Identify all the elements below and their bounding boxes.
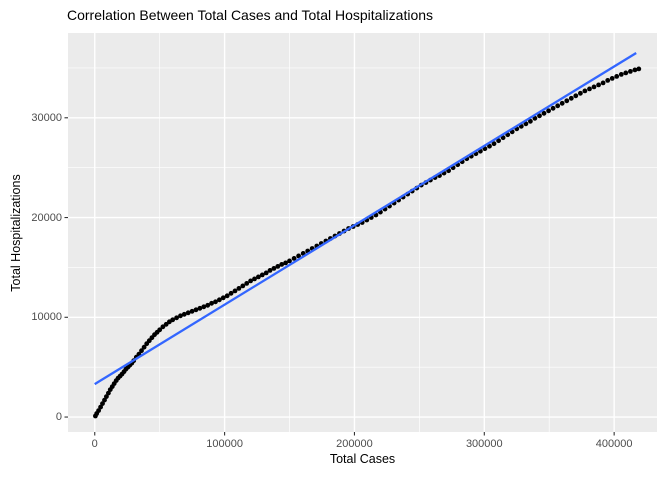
data-point <box>139 348 144 354</box>
data-point <box>236 286 242 291</box>
data-point <box>201 304 207 310</box>
chart-title: Correlation Between Total Cases and Tota… <box>67 7 434 23</box>
x-axis-title: Total Cases <box>329 452 396 466</box>
trend-line <box>94 52 637 386</box>
x-tick-label: 200000 <box>336 438 373 450</box>
y-tick-label: 20000 <box>31 211 62 224</box>
data-point <box>240 283 246 289</box>
y-tick-label: 10000 <box>31 311 62 324</box>
data-point <box>267 268 273 273</box>
data-point <box>228 290 234 296</box>
data-point <box>185 310 191 316</box>
data-point <box>636 66 642 72</box>
data-point <box>178 313 183 319</box>
data-point <box>496 138 501 144</box>
data-point <box>296 253 301 259</box>
data-point <box>248 278 254 284</box>
data-point <box>546 108 551 114</box>
data-point <box>491 141 497 147</box>
data-point <box>256 274 261 280</box>
data-point <box>283 260 288 266</box>
data-point <box>537 113 542 119</box>
data-point <box>605 78 611 83</box>
data-point <box>106 390 111 396</box>
data-point <box>217 297 222 303</box>
data-point <box>209 300 215 306</box>
data-point <box>550 105 556 111</box>
data-point <box>632 67 638 73</box>
data-point <box>160 324 166 330</box>
data-point <box>141 344 147 350</box>
y-tick-label: 30000 <box>31 111 62 124</box>
data-point <box>532 115 538 121</box>
data-point <box>559 100 565 106</box>
x-tick-label: 100000 <box>206 438 243 450</box>
data-point <box>279 262 285 267</box>
data-point <box>596 82 601 88</box>
data-point <box>587 86 592 92</box>
data-point <box>287 258 292 264</box>
data-point <box>582 88 588 94</box>
data-point <box>578 90 583 96</box>
data-point <box>189 308 195 314</box>
data-point <box>252 276 257 282</box>
data-point <box>528 118 533 124</box>
data-point <box>487 143 492 149</box>
data-point <box>271 266 277 271</box>
data-point <box>205 302 211 308</box>
data-point <box>220 295 226 301</box>
x-tick-label: 300000 <box>465 438 503 450</box>
data-point <box>568 95 574 101</box>
data-point <box>197 305 203 311</box>
data-point <box>500 135 506 141</box>
data-point <box>100 401 105 406</box>
data-point <box>573 93 579 99</box>
data-point <box>263 270 269 276</box>
data-point <box>555 103 561 109</box>
data-point <box>600 80 606 86</box>
data-point <box>102 397 107 403</box>
panel-background <box>68 33 657 432</box>
data-point <box>181 311 187 317</box>
data-point <box>232 288 238 294</box>
data-point <box>541 110 547 116</box>
x-tick-label: 400000 <box>595 438 633 450</box>
data-point <box>623 70 629 76</box>
data-point <box>275 264 281 269</box>
data-point <box>174 315 180 321</box>
data-point <box>224 293 230 299</box>
y-tick-label: 0 <box>55 411 62 424</box>
data-point <box>628 69 633 74</box>
data-point <box>96 408 101 413</box>
x-tick-label: 0 <box>91 438 98 450</box>
data-point <box>244 281 250 286</box>
data-point <box>291 256 297 261</box>
data-point <box>523 121 529 127</box>
data-point <box>618 72 624 77</box>
data-point <box>259 272 265 278</box>
data-point <box>591 84 597 90</box>
data-point <box>609 76 615 81</box>
data-point <box>157 327 163 333</box>
data-point <box>104 394 109 399</box>
data-point <box>564 98 570 104</box>
data-point <box>98 404 103 410</box>
data-point <box>170 317 176 323</box>
data-point <box>614 74 620 79</box>
data-point <box>213 299 218 305</box>
data-point <box>193 307 199 313</box>
